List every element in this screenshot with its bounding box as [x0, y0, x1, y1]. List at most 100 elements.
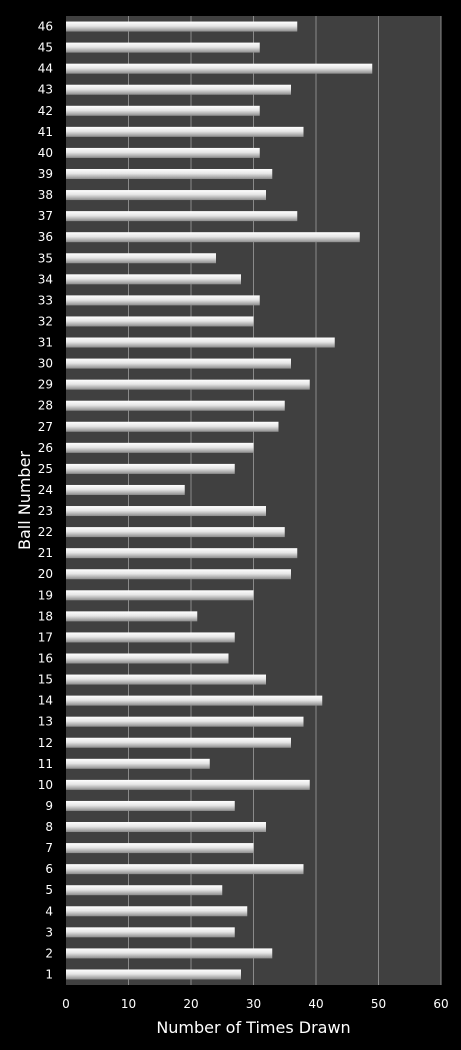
y-tick-label: 21: [38, 546, 53, 560]
y-tick-label: 28: [38, 399, 53, 413]
y-tick-label: 25: [38, 462, 53, 476]
y-tick-label: 26: [38, 441, 53, 455]
y-tick-label: 20: [38, 567, 53, 581]
bar-39: [66, 168, 273, 179]
y-tick-label: 45: [38, 41, 53, 55]
y-tick-label: 43: [38, 83, 53, 97]
x-tick-label: 10: [121, 997, 136, 1011]
bar-17: [66, 632, 235, 643]
bar-43: [66, 84, 291, 95]
y-tick-label: 36: [38, 230, 53, 244]
y-tick-label: 19: [38, 588, 53, 602]
bar-32: [66, 316, 254, 327]
bar-4: [66, 906, 248, 917]
bar-20: [66, 569, 291, 580]
bar-18: [66, 611, 198, 622]
y-tick-label: 23: [38, 504, 53, 518]
bar-45: [66, 42, 260, 53]
bar-37: [66, 211, 298, 222]
y-tick-label: 10: [38, 778, 53, 792]
y-tick-label: 14: [38, 694, 53, 708]
x-tick-label: 50: [371, 997, 386, 1011]
bar-15: [66, 674, 266, 685]
bar-3: [66, 927, 235, 938]
bar-14: [66, 695, 323, 706]
y-tick-label: 3: [45, 925, 53, 939]
bars: [66, 21, 373, 980]
y-tick-label: 44: [38, 62, 53, 76]
bar-8: [66, 822, 266, 833]
bar-30: [66, 358, 291, 369]
y-axis-title: Ball Number: [15, 451, 34, 550]
bar-35: [66, 253, 216, 264]
bar-12: [66, 737, 291, 748]
y-tick-label: 12: [38, 736, 53, 750]
y-tick-label: 9: [45, 799, 53, 813]
x-tick-label: 0: [62, 997, 70, 1011]
x-tick-label: 60: [433, 997, 448, 1011]
y-tick-label: 18: [38, 609, 53, 623]
y-tick-label: 17: [38, 630, 53, 644]
bar-13: [66, 716, 304, 727]
y-tick-label: 34: [38, 272, 53, 286]
bar-22: [66, 527, 285, 538]
bar-7: [66, 843, 254, 854]
bar-31: [66, 337, 335, 348]
x-tick-label: 20: [183, 997, 198, 1011]
y-tick-label: 16: [38, 651, 53, 665]
y-tick-label: 4: [45, 904, 53, 918]
bar-21: [66, 548, 298, 559]
y-tick-label: 37: [38, 209, 53, 223]
y-tick-label: 11: [38, 757, 53, 771]
y-tick-label: 33: [38, 293, 53, 307]
bar-6: [66, 864, 304, 875]
y-tick-label: 7: [45, 841, 53, 855]
bar-2: [66, 948, 273, 959]
bar-34: [66, 274, 241, 285]
bar-24: [66, 484, 185, 495]
y-tick-label: 5: [45, 883, 53, 897]
y-tick-label: 35: [38, 251, 53, 265]
bar-36: [66, 232, 360, 243]
x-axis-title: Number of Times Drawn: [156, 1018, 350, 1037]
y-tick-label: 31: [38, 336, 53, 350]
bar-44: [66, 63, 373, 74]
y-tick-label: 29: [38, 378, 53, 392]
bar-41: [66, 126, 304, 137]
y-tick-label: 41: [38, 125, 53, 139]
x-tick-label: 30: [246, 997, 261, 1011]
bar-10: [66, 779, 310, 790]
y-tick-label: 1: [45, 967, 53, 981]
x-axis-tick-labels: 0 10 20 30 40 50 60: [62, 997, 448, 1011]
y-tick-label: 46: [38, 20, 53, 34]
y-tick-label: 6: [45, 862, 53, 876]
bar-23: [66, 506, 266, 517]
bar-5: [66, 885, 223, 896]
bar-16: [66, 653, 229, 664]
bar-9: [66, 800, 235, 811]
bar-42: [66, 105, 260, 116]
bar-40: [66, 147, 260, 158]
y-tick-label: 38: [38, 188, 53, 202]
bar-29: [66, 379, 310, 390]
bar-38: [66, 190, 266, 201]
bar-19: [66, 590, 254, 601]
x-tick-label: 40: [308, 997, 323, 1011]
y-tick-label: 32: [38, 314, 53, 328]
y-tick-label: 13: [38, 715, 53, 729]
bar-27: [66, 421, 279, 432]
y-tick-label: 39: [38, 167, 53, 181]
bar-46: [66, 21, 298, 32]
y-tick-label: 2: [45, 946, 53, 960]
y-tick-label: 27: [38, 420, 53, 434]
y-tick-label: 15: [38, 673, 53, 687]
bar-11: [66, 758, 210, 769]
y-tick-label: 42: [38, 104, 53, 118]
bar-25: [66, 463, 235, 474]
bar-28: [66, 400, 285, 411]
y-tick-label: 40: [38, 146, 53, 160]
bar-26: [66, 442, 254, 453]
y-tick-label: 30: [38, 357, 53, 371]
y-tick-label: 22: [38, 525, 53, 539]
